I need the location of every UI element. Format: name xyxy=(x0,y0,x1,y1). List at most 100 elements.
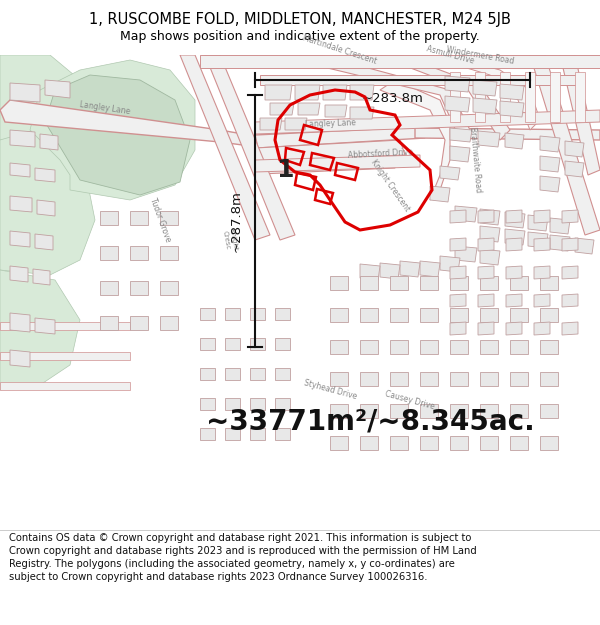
Polygon shape xyxy=(160,211,178,225)
Polygon shape xyxy=(550,235,570,251)
Polygon shape xyxy=(450,128,472,142)
Polygon shape xyxy=(40,134,58,150)
Polygon shape xyxy=(420,308,438,322)
Polygon shape xyxy=(0,270,80,390)
Polygon shape xyxy=(550,218,570,234)
Polygon shape xyxy=(200,398,215,410)
Polygon shape xyxy=(130,316,148,330)
Polygon shape xyxy=(420,261,440,277)
Polygon shape xyxy=(285,118,307,130)
Polygon shape xyxy=(35,318,55,334)
Polygon shape xyxy=(506,322,522,335)
Text: Tudor Grove: Tudor Grove xyxy=(148,197,172,243)
Polygon shape xyxy=(0,352,130,360)
Polygon shape xyxy=(0,125,95,275)
Polygon shape xyxy=(10,313,30,332)
Polygon shape xyxy=(10,130,35,147)
Polygon shape xyxy=(360,264,380,280)
Polygon shape xyxy=(478,238,494,251)
Polygon shape xyxy=(480,209,500,225)
Polygon shape xyxy=(540,340,558,354)
Polygon shape xyxy=(37,200,55,216)
Polygon shape xyxy=(360,308,378,322)
Polygon shape xyxy=(200,308,215,320)
Polygon shape xyxy=(10,231,30,247)
Polygon shape xyxy=(450,436,468,450)
Polygon shape xyxy=(330,436,348,450)
Text: ~287.8m: ~287.8m xyxy=(230,190,243,252)
Polygon shape xyxy=(0,382,130,390)
Polygon shape xyxy=(400,261,420,277)
Polygon shape xyxy=(225,308,240,320)
Polygon shape xyxy=(390,372,408,386)
Polygon shape xyxy=(225,368,240,380)
Polygon shape xyxy=(500,101,524,117)
Polygon shape xyxy=(200,338,215,350)
Text: 1, RUSCOMBE FOLD, MIDDLETON, MANCHESTER, M24 5JB: 1, RUSCOMBE FOLD, MIDDLETON, MANCHESTER,… xyxy=(89,12,511,27)
Polygon shape xyxy=(45,75,190,195)
Text: Styhead Drive: Styhead Drive xyxy=(302,379,358,401)
Polygon shape xyxy=(480,276,498,290)
Polygon shape xyxy=(450,404,468,418)
Polygon shape xyxy=(160,316,178,330)
Polygon shape xyxy=(255,110,600,134)
Polygon shape xyxy=(255,127,425,148)
Polygon shape xyxy=(473,80,497,96)
Polygon shape xyxy=(0,100,220,142)
Polygon shape xyxy=(510,276,528,290)
Polygon shape xyxy=(445,76,470,92)
Polygon shape xyxy=(562,322,578,335)
Polygon shape xyxy=(510,404,528,418)
Polygon shape xyxy=(10,350,30,367)
Polygon shape xyxy=(530,55,600,235)
Polygon shape xyxy=(100,316,118,330)
Polygon shape xyxy=(505,212,525,228)
Polygon shape xyxy=(480,372,498,386)
Polygon shape xyxy=(510,436,528,450)
Text: Knight
Cresc: Knight Cresc xyxy=(221,228,238,253)
Polygon shape xyxy=(360,404,378,418)
Polygon shape xyxy=(540,136,560,152)
Polygon shape xyxy=(540,276,558,290)
Polygon shape xyxy=(275,338,290,350)
Polygon shape xyxy=(575,72,585,122)
Polygon shape xyxy=(10,163,30,177)
Polygon shape xyxy=(506,238,522,251)
Polygon shape xyxy=(480,404,498,418)
Polygon shape xyxy=(380,55,510,140)
Polygon shape xyxy=(478,131,500,147)
Polygon shape xyxy=(510,372,528,386)
Polygon shape xyxy=(540,436,558,450)
Polygon shape xyxy=(440,256,460,272)
Polygon shape xyxy=(450,266,466,279)
Polygon shape xyxy=(506,266,522,279)
Text: Martindale Crescent: Martindale Crescent xyxy=(302,34,378,66)
Polygon shape xyxy=(275,368,290,380)
Polygon shape xyxy=(473,98,497,114)
Polygon shape xyxy=(35,234,53,250)
Polygon shape xyxy=(250,428,265,440)
Polygon shape xyxy=(30,60,195,200)
Polygon shape xyxy=(298,103,320,115)
Polygon shape xyxy=(10,196,32,212)
Polygon shape xyxy=(360,340,378,354)
Polygon shape xyxy=(445,96,470,112)
Polygon shape xyxy=(450,322,466,335)
Polygon shape xyxy=(480,308,498,322)
Polygon shape xyxy=(478,294,494,307)
Polygon shape xyxy=(255,140,405,162)
Polygon shape xyxy=(220,130,265,148)
Polygon shape xyxy=(450,308,468,322)
Polygon shape xyxy=(450,210,466,223)
Polygon shape xyxy=(100,281,118,295)
Polygon shape xyxy=(455,246,477,262)
Polygon shape xyxy=(534,322,550,335)
Polygon shape xyxy=(390,308,408,322)
Polygon shape xyxy=(130,281,148,295)
Polygon shape xyxy=(534,210,550,223)
Polygon shape xyxy=(225,398,240,410)
Polygon shape xyxy=(500,72,510,122)
Polygon shape xyxy=(390,404,408,418)
Polygon shape xyxy=(478,266,494,279)
Polygon shape xyxy=(480,436,498,450)
